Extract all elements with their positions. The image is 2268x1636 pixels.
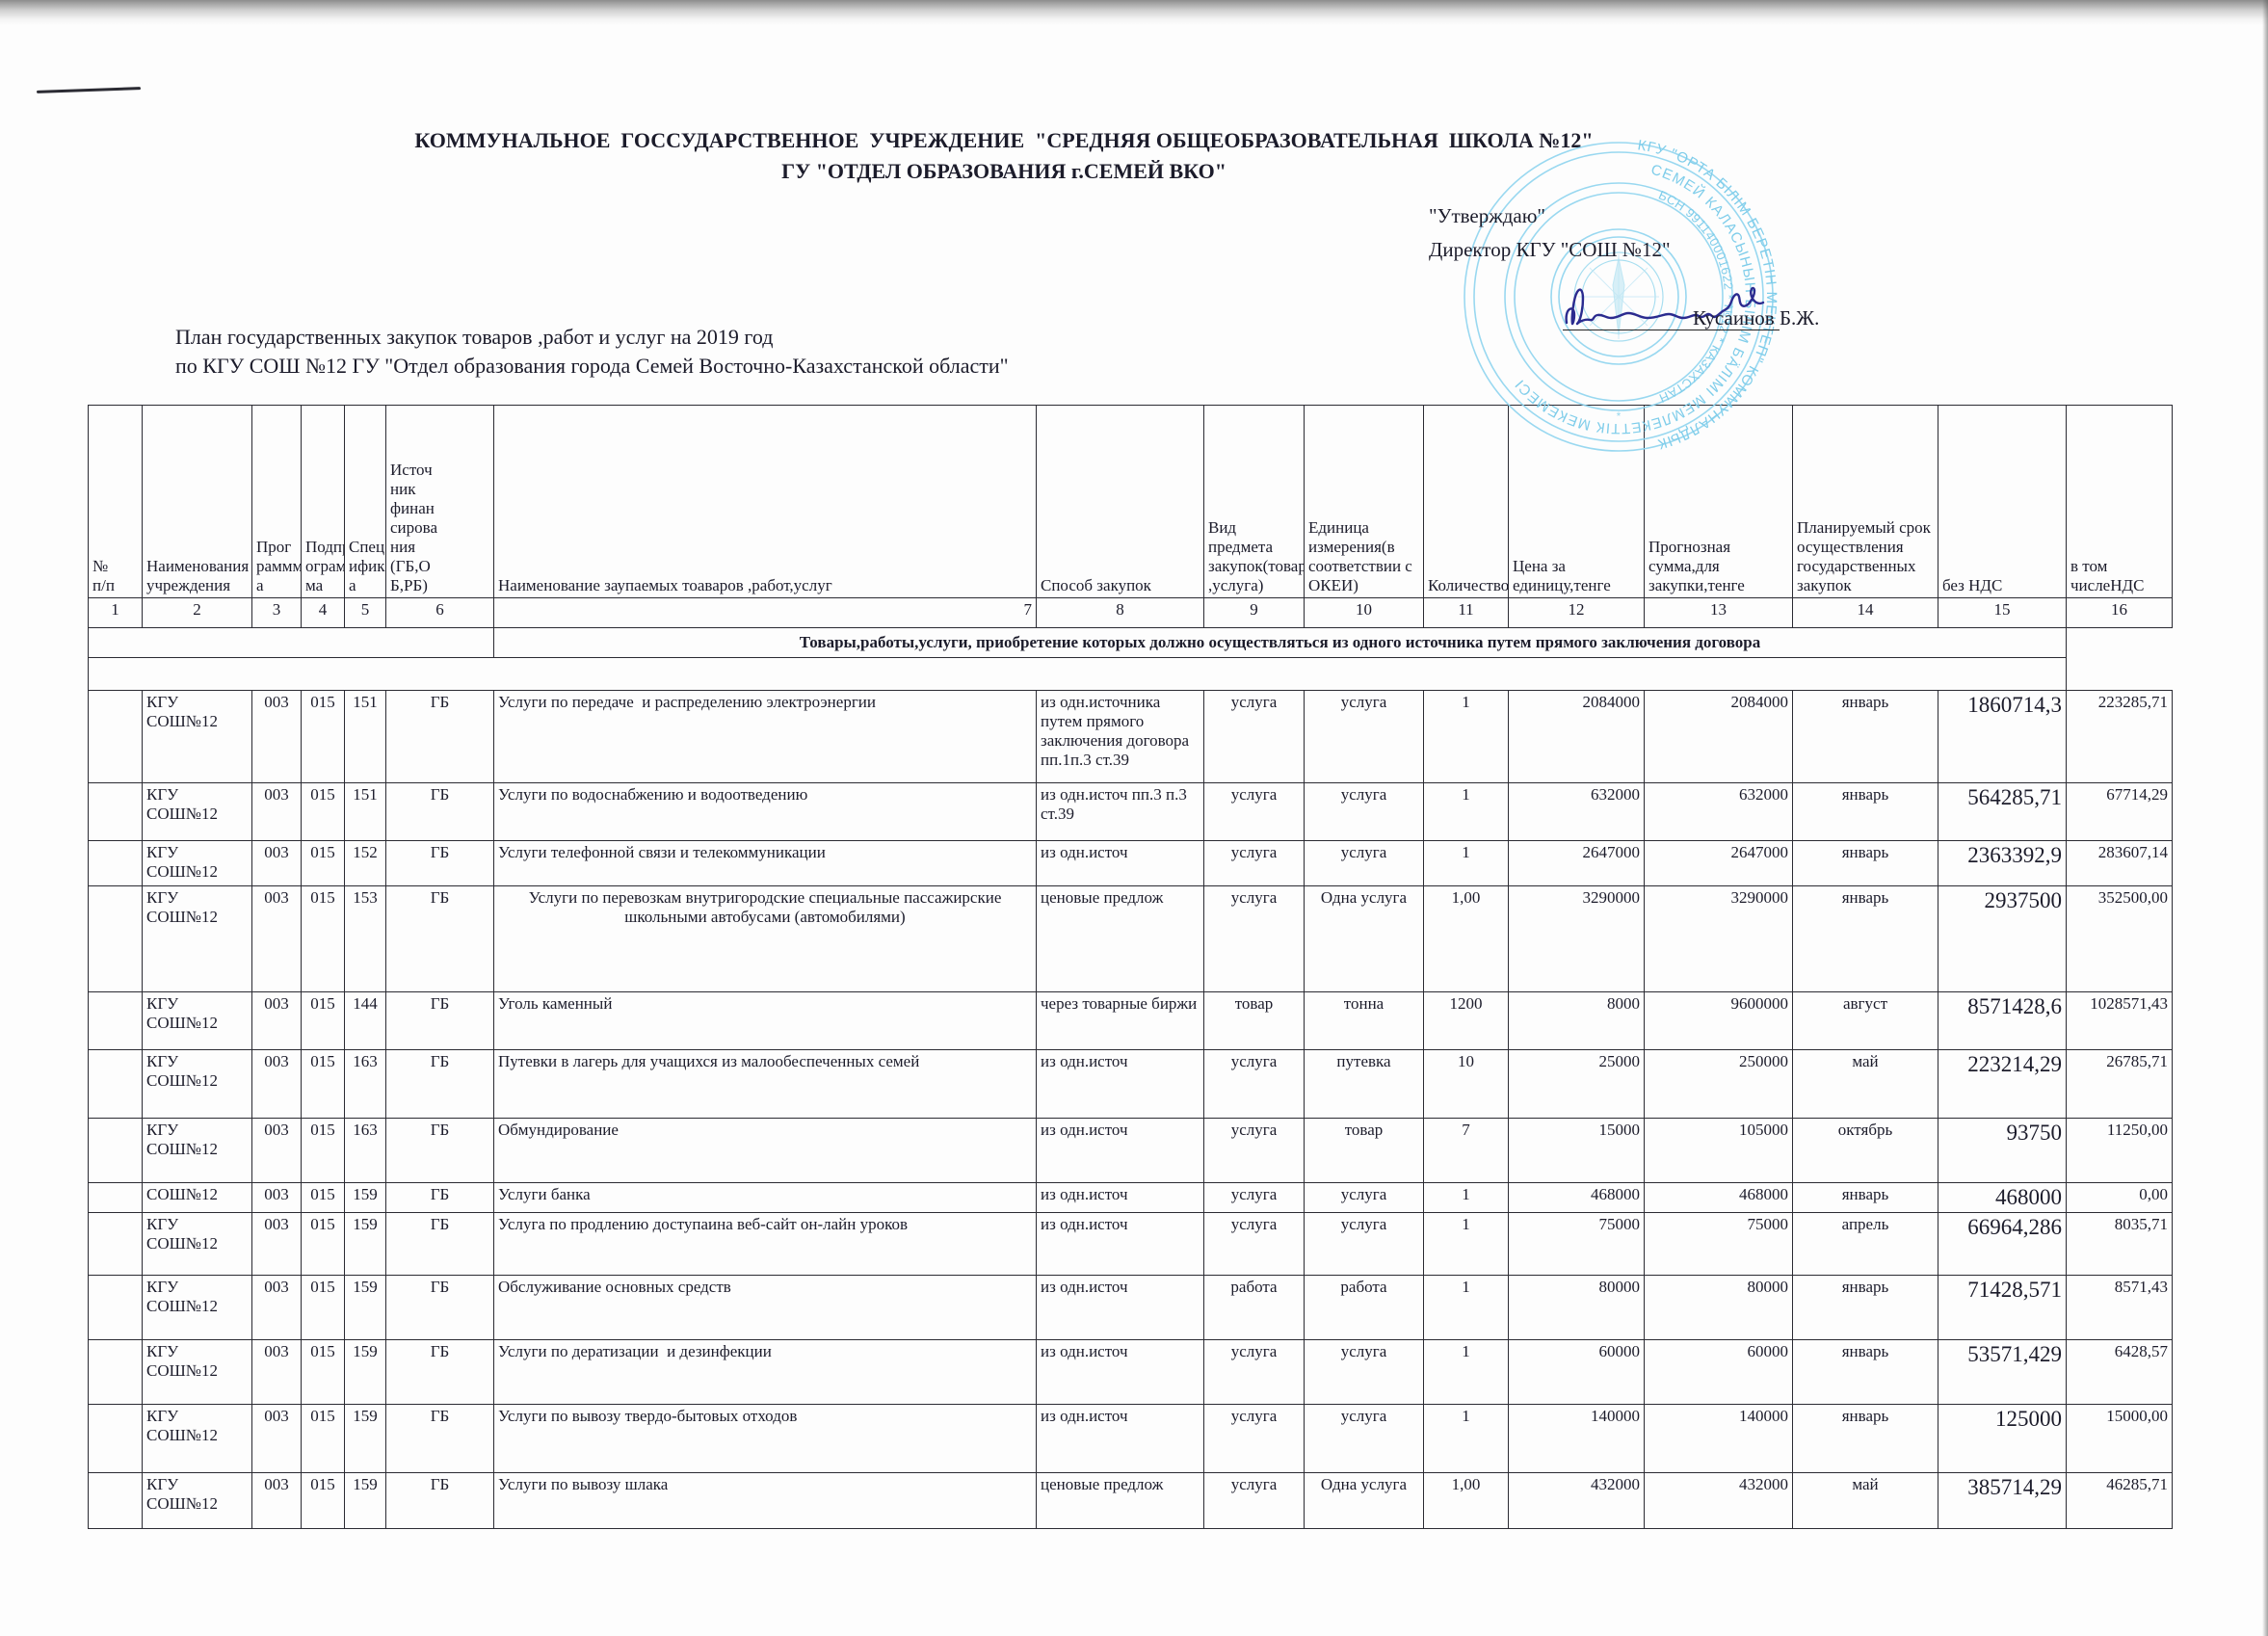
svg-text:*: * — [1617, 409, 1622, 423]
